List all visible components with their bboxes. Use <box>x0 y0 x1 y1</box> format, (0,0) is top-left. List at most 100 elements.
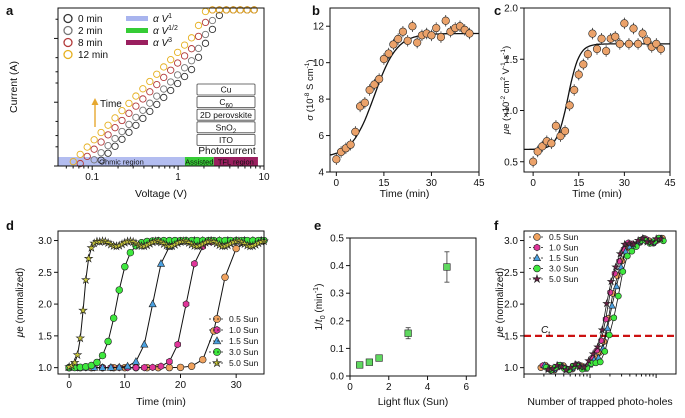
y-tick-label: 1.0 <box>504 106 518 117</box>
data-point <box>560 126 570 136</box>
data-point <box>194 21 203 30</box>
data-point <box>375 74 384 84</box>
legend-marker <box>533 264 541 273</box>
data-point <box>160 85 168 93</box>
time-arrow-head <box>91 98 99 105</box>
x-tick-label: 0 <box>530 178 536 189</box>
data-point <box>167 66 175 74</box>
data-point <box>153 70 161 78</box>
data-point <box>173 71 182 79</box>
data-point <box>118 106 126 115</box>
y-tick-label: 1.0 <box>504 363 518 374</box>
data-point <box>132 113 140 121</box>
device-layer-label: SnO2 <box>216 122 237 135</box>
data-point <box>565 101 574 110</box>
data-point <box>173 48 182 57</box>
y-axis-label: σ (10-8 S cm-1) <box>304 59 316 120</box>
data-point <box>180 64 189 72</box>
data-point <box>160 73 168 82</box>
data-point <box>638 29 647 38</box>
fit-curve <box>524 43 670 151</box>
y-tick-label: 4 <box>318 168 324 179</box>
y-axis-label: μe (normalized) <box>15 268 26 338</box>
data-point <box>83 152 91 161</box>
x-tick-label: 10 <box>258 172 270 183</box>
data-point <box>557 362 566 371</box>
panel-letter-a: a <box>6 3 14 18</box>
data-point <box>132 92 140 100</box>
y-tick-label: 2.5 <box>504 268 518 279</box>
data-point <box>615 292 622 300</box>
x-tick-label: 1 <box>175 172 181 183</box>
x-tick-label: 10 <box>119 380 131 391</box>
data-point <box>413 38 422 47</box>
data-point <box>538 142 547 151</box>
data-point <box>394 34 403 44</box>
data-point <box>76 150 84 159</box>
data-point <box>90 156 98 164</box>
data-point <box>221 273 229 281</box>
legend-label: 5.0 Sun <box>229 358 259 368</box>
data-point <box>384 49 393 58</box>
y-tick-label: 2.0 <box>504 300 518 311</box>
data-point <box>529 157 538 166</box>
data-point <box>597 358 604 366</box>
panel-letter-f: f <box>494 218 499 233</box>
y-tick-label: 0.4 <box>330 261 344 272</box>
x-tick-label: 2 <box>386 382 392 393</box>
data-point <box>628 247 636 255</box>
data-point <box>575 362 584 371</box>
data-point <box>126 248 135 257</box>
device-layer <box>196 108 256 121</box>
data-point <box>351 127 360 137</box>
data-point <box>98 363 107 371</box>
data-point <box>90 145 98 153</box>
data-point <box>139 106 147 114</box>
data-point <box>111 114 119 122</box>
data-point <box>93 358 101 367</box>
series-3 <box>69 6 258 166</box>
data-point <box>547 139 556 148</box>
plot-frame <box>329 7 480 173</box>
data-point <box>574 70 583 79</box>
legend-label: 0.5 Sun <box>229 314 259 324</box>
data-point <box>441 16 450 25</box>
data-point <box>608 301 616 309</box>
region-label: Assisted <box>185 158 213 167</box>
data-point <box>104 337 112 346</box>
legend-label: 12 min <box>78 50 108 61</box>
x-tick-label: 30 <box>619 178 631 189</box>
x-axis-label: Time (min) <box>572 188 622 200</box>
data-point <box>174 340 181 349</box>
data-point <box>160 63 168 71</box>
data-point <box>579 60 588 69</box>
fit-line-swatch <box>126 28 148 33</box>
data-point <box>201 18 210 27</box>
x-tick-label: 15 <box>378 178 390 189</box>
x-tick-label: 0 <box>334 178 340 189</box>
y-tick-label: 0.3 <box>330 289 344 300</box>
data-point <box>75 333 86 343</box>
panel-letter-d: d <box>6 218 14 233</box>
data-point <box>173 79 182 88</box>
data-point <box>215 11 224 20</box>
data-point <box>375 354 383 362</box>
data-point <box>157 362 165 370</box>
y-tick-label: 3.0 <box>38 236 52 247</box>
fit-line-label: α V3 <box>153 37 172 49</box>
data-point <box>398 27 408 36</box>
legend-label: 1.0 Sun <box>229 325 259 335</box>
data-point <box>121 263 129 271</box>
data-point <box>118 116 126 125</box>
data-point <box>199 355 207 364</box>
data-point <box>408 22 417 31</box>
data-point <box>611 262 621 271</box>
fit-curve <box>329 32 479 156</box>
data-point <box>69 357 80 367</box>
data-point <box>370 80 379 89</box>
data-point <box>624 39 634 48</box>
y-tick-label: 0.5 <box>504 157 518 168</box>
data-point <box>215 6 224 14</box>
data-point <box>194 44 203 53</box>
data-point <box>146 88 154 96</box>
